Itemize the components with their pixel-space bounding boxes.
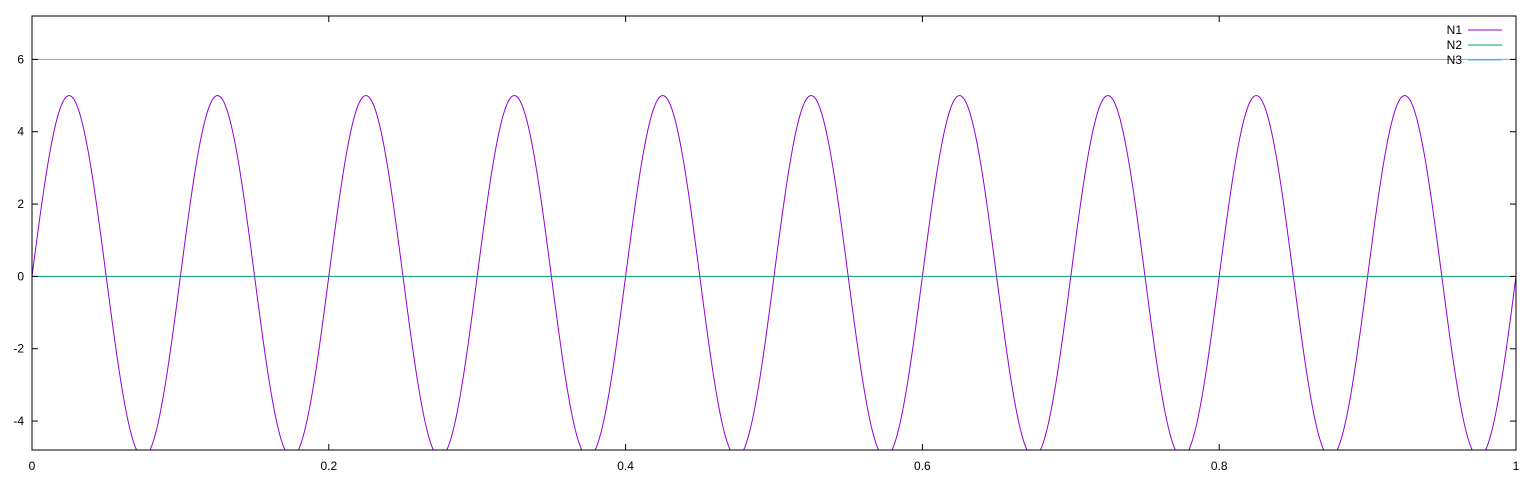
x-tick-label: 0.2 xyxy=(320,459,337,473)
legend-label: N2 xyxy=(1447,38,1463,52)
y-tick-label: 2 xyxy=(17,197,24,211)
x-tick-label: 0 xyxy=(29,459,36,473)
x-tick-label: 0.6 xyxy=(914,459,931,473)
legend-entry-n3: N3 xyxy=(1447,53,1502,67)
legend-label: N1 xyxy=(1447,23,1463,37)
series-layer xyxy=(32,58,1516,450)
legend-label: N3 xyxy=(1447,53,1463,67)
x-tick-label: 1 xyxy=(1513,459,1520,473)
plot-border xyxy=(31,15,1517,451)
x-tick-label: 0.8 xyxy=(1211,459,1228,473)
axes-layer: 0 0.2 0.4 0.6 0.8 1 -4 -2 0 2 4 6 xyxy=(13,15,1520,473)
legend-entry-n2: N2 xyxy=(1447,38,1502,52)
y-tick-label: 6 xyxy=(17,52,24,66)
x-tick-label: 0.4 xyxy=(617,459,634,473)
y-tick-label: -4 xyxy=(13,414,24,428)
legend-entry-n1: N1 xyxy=(1447,23,1502,37)
y-tick-label: 4 xyxy=(17,125,24,139)
y-tick-label: 0 xyxy=(17,269,24,283)
y-tick-label: -2 xyxy=(13,342,24,356)
